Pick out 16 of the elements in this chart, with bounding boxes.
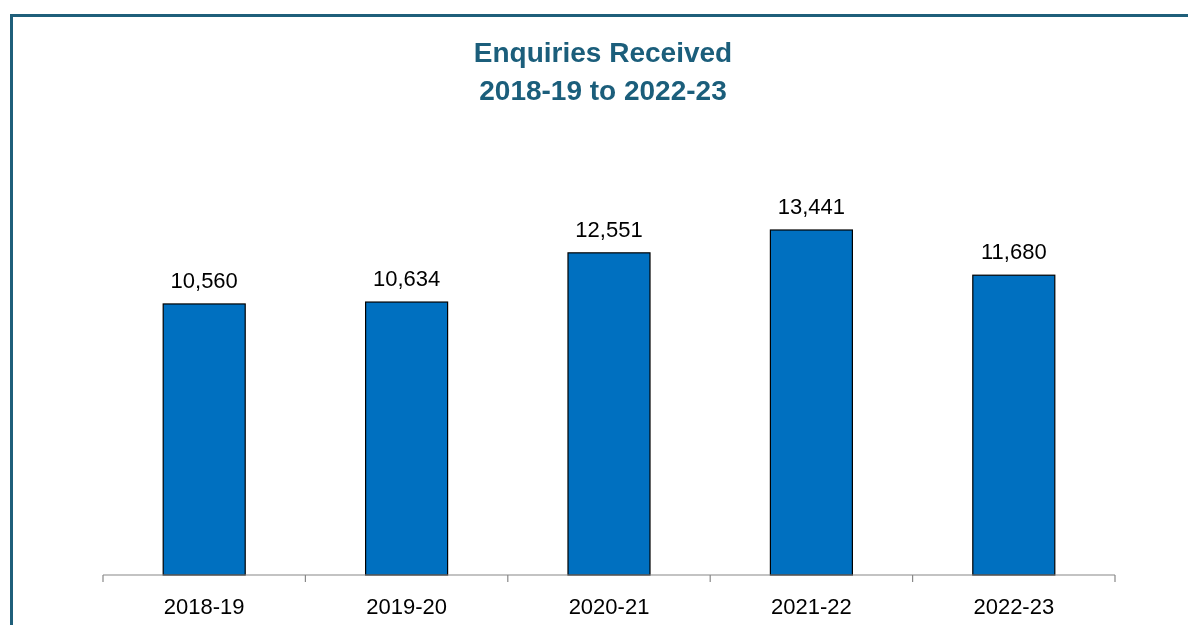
bar	[972, 274, 1056, 576]
x-tick-label: 2019-20	[366, 594, 447, 619]
bar	[162, 303, 246, 576]
data-label: 10,560	[170, 267, 238, 293]
bar	[567, 252, 651, 576]
data-label: 10,634	[372, 266, 441, 292]
data-label: 13,441	[777, 194, 846, 219]
x-tick-label: 2021-22	[771, 594, 852, 619]
bar	[769, 229, 853, 576]
data-label: 11,680	[980, 239, 1047, 265]
x-tick-label: 2020-21	[568, 594, 650, 619]
chart-title: Enquiries Received 2018-19 to 2022-23	[473, 37, 733, 106]
x-tick-label: 2018-19	[163, 594, 245, 619]
data-label: 12,551	[575, 216, 643, 242]
bar	[365, 301, 449, 576]
x-tick-label: 2022-23	[973, 594, 1055, 619]
